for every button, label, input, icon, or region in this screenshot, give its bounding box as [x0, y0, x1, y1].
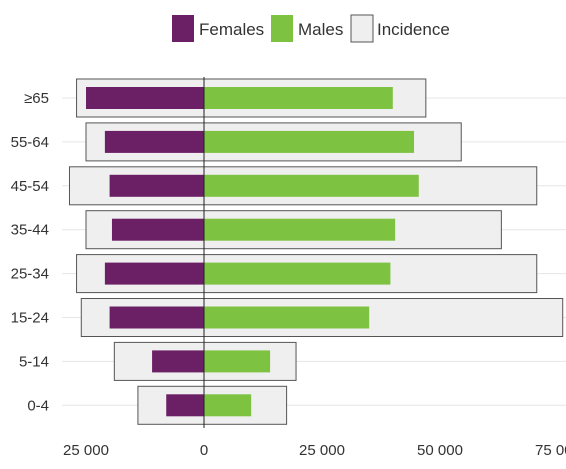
x-tick-label: 25 000: [63, 442, 109, 459]
x-tick-label: 0: [200, 442, 208, 459]
males-bar: [204, 218, 396, 241]
females-bar: [111, 218, 204, 241]
males-bar: [204, 306, 370, 329]
x-tick-label: 50 000: [417, 442, 463, 459]
incidence-bars: [68, 78, 564, 425]
legend-swatch: [271, 15, 293, 42]
y-tick-label: 15-24: [11, 310, 49, 327]
females-bar: [109, 306, 204, 329]
y-tick-label: 0-4: [27, 397, 49, 414]
males-bar: [204, 350, 271, 373]
x-tick-label: 75 000: [535, 442, 566, 459]
axes: ≥65 55-64 45-54 35-44 25-34 15-24 5-14 0-4 25 00…: [11, 77, 566, 459]
legend: Females Males Incidence: [172, 14, 450, 43]
males-bar: [204, 87, 393, 109]
females-bar: [152, 350, 204, 373]
legend-label: Males: [298, 20, 343, 39]
y-tick-label: 45-54: [11, 178, 49, 195]
y-tick-label: 25-34: [11, 266, 49, 283]
males-bar: [204, 262, 391, 285]
legend-label: Incidence: [377, 20, 450, 39]
females-bar: [166, 394, 204, 417]
males-bars: [204, 87, 419, 417]
y-tick-label: 55-64: [11, 134, 49, 151]
females-bars: [86, 87, 204, 417]
males-bar: [204, 394, 252, 417]
y-tick-label: 5-14: [19, 353, 49, 370]
y-tick-label: ≥65: [24, 90, 49, 107]
females-bar: [86, 87, 204, 109]
legend-label: Females: [199, 20, 264, 39]
y-tick-label: 35-44: [11, 222, 49, 239]
females-bar: [104, 262, 204, 285]
legend-swatch: [350, 14, 374, 43]
males-bar: [204, 130, 415, 153]
x-tick-label: 25 000: [299, 442, 345, 459]
males-bar: [204, 174, 419, 197]
females-bar: [109, 174, 204, 197]
legend-swatch: [172, 15, 194, 42]
females-bar: [104, 130, 204, 153]
